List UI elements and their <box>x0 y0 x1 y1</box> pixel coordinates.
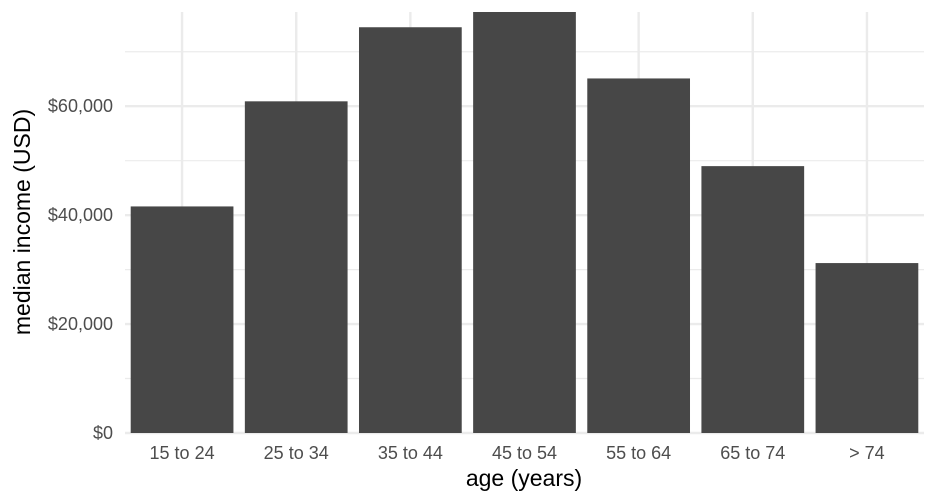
x-axis-tick-labels: 15 to 24 25 to 34 35 to 44 45 to 54 55 to 64… <box>150 443 885 463</box>
y-tick-label: $60,000 <box>48 96 113 116</box>
y-tick-label: $20,000 <box>48 314 113 334</box>
y-axis-title: median income (USD) <box>9 109 35 335</box>
y-axis-tick-labels: $0 $20,000 $40,000 $60,000 <box>48 96 113 443</box>
x-tick-label: 45 to 54 <box>492 443 557 463</box>
x-tick-label: 35 to 44 <box>378 443 443 463</box>
x-tick-label: 55 to 64 <box>606 443 671 463</box>
bars <box>130 12 919 434</box>
bar <box>244 101 348 434</box>
y-tick-label: $40,000 <box>48 205 113 225</box>
bar <box>815 263 919 433</box>
x-tick-label: 65 to 74 <box>720 443 785 463</box>
x-axis-title: age (years) <box>466 465 582 491</box>
bar <box>473 12 576 433</box>
bar <box>587 78 691 434</box>
bar <box>358 27 462 434</box>
x-tick-label: 15 to 24 <box>150 443 215 463</box>
y-tick-label: $0 <box>93 423 113 443</box>
bar <box>701 166 805 433</box>
x-tick-label: 25 to 34 <box>264 443 329 463</box>
bar <box>130 206 234 433</box>
x-tick-label: > 74 <box>849 443 885 463</box>
